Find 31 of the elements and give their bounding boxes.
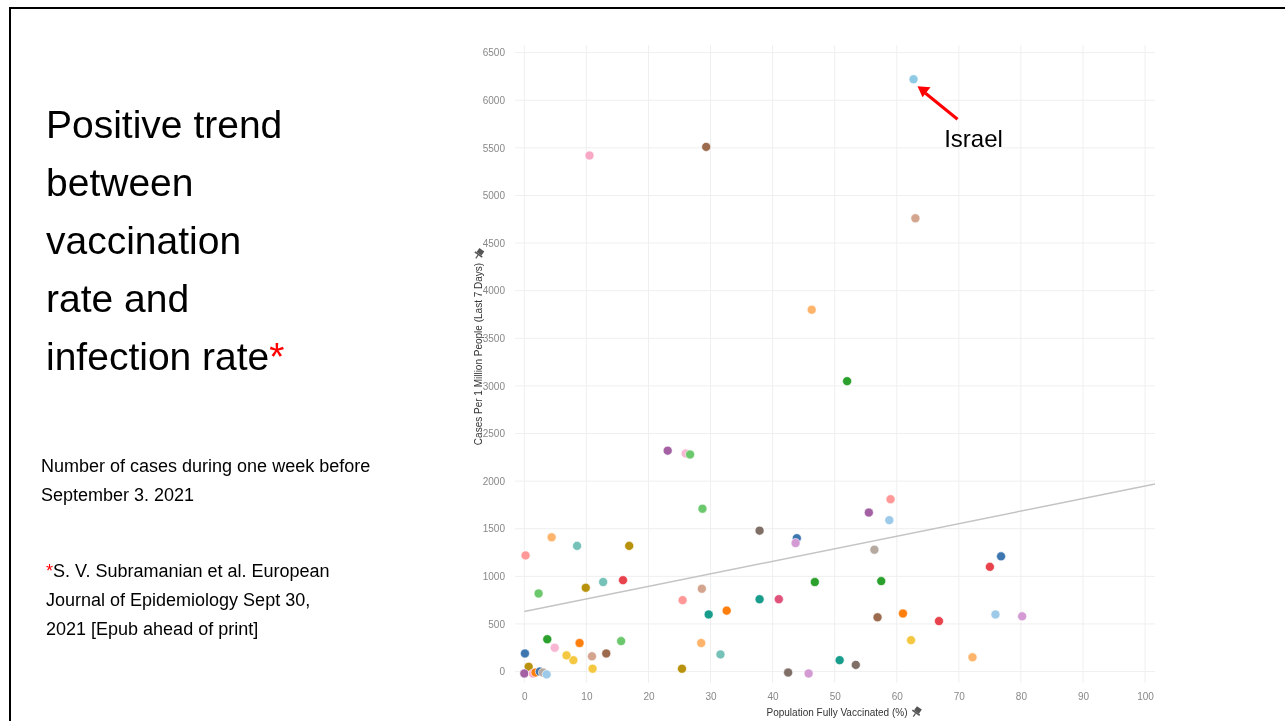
y-tick-label: 1000 xyxy=(482,571,506,583)
text: Number of cases during one week before September 3. 2021 xyxy=(41,455,372,507)
y-tick-label: 6000 xyxy=(482,94,506,106)
y-tick-label: 5000 xyxy=(482,190,506,202)
x-tick-label: 30 xyxy=(705,691,718,703)
text: Positive trend between vaccination rate and infection rate* xyxy=(46,103,285,378)
x-tick-label: 90 xyxy=(1077,691,1090,703)
y-axis-title: Cases Per 1 Million People (Last 7 Days) xyxy=(473,262,484,446)
y-tick-label: 4500 xyxy=(482,237,506,249)
y-tick-label: 3500 xyxy=(482,332,506,344)
y-tick-label: 1500 xyxy=(482,523,506,535)
x-tick-label: 80 xyxy=(1015,691,1028,703)
x-tick-label: 40 xyxy=(767,691,780,703)
x-tick-label: 70 xyxy=(953,691,966,703)
y-tick-label: 3000 xyxy=(482,380,506,392)
y-tick-label: 2500 xyxy=(482,428,506,440)
x-tick-label: 20 xyxy=(643,691,655,703)
y-tick-label: 0 xyxy=(499,666,506,678)
y-tick-label: 5500 xyxy=(482,142,506,154)
text: *S. V. Subramanian et al. European Journal of Epidemiology Sept 30, 2021 [Epub ahead of print] xyxy=(46,561,330,639)
annotation: Israel xyxy=(944,125,1003,153)
x-tick-label: 50 xyxy=(829,691,842,703)
y-tick-label: 6500 xyxy=(482,47,506,59)
x-tick-label: 60 xyxy=(891,691,904,703)
x-tick-label: 10 xyxy=(581,691,593,703)
x-tick-label: 0 xyxy=(522,691,529,703)
y-tick-label: 500 xyxy=(488,618,506,630)
x-axis-title: Population Fully Vaccinated (%) xyxy=(766,707,908,718)
y-tick-label: 4000 xyxy=(482,285,506,297)
x-tick-label: 100 xyxy=(1137,691,1155,703)
y-tick-label: 2000 xyxy=(482,475,506,487)
